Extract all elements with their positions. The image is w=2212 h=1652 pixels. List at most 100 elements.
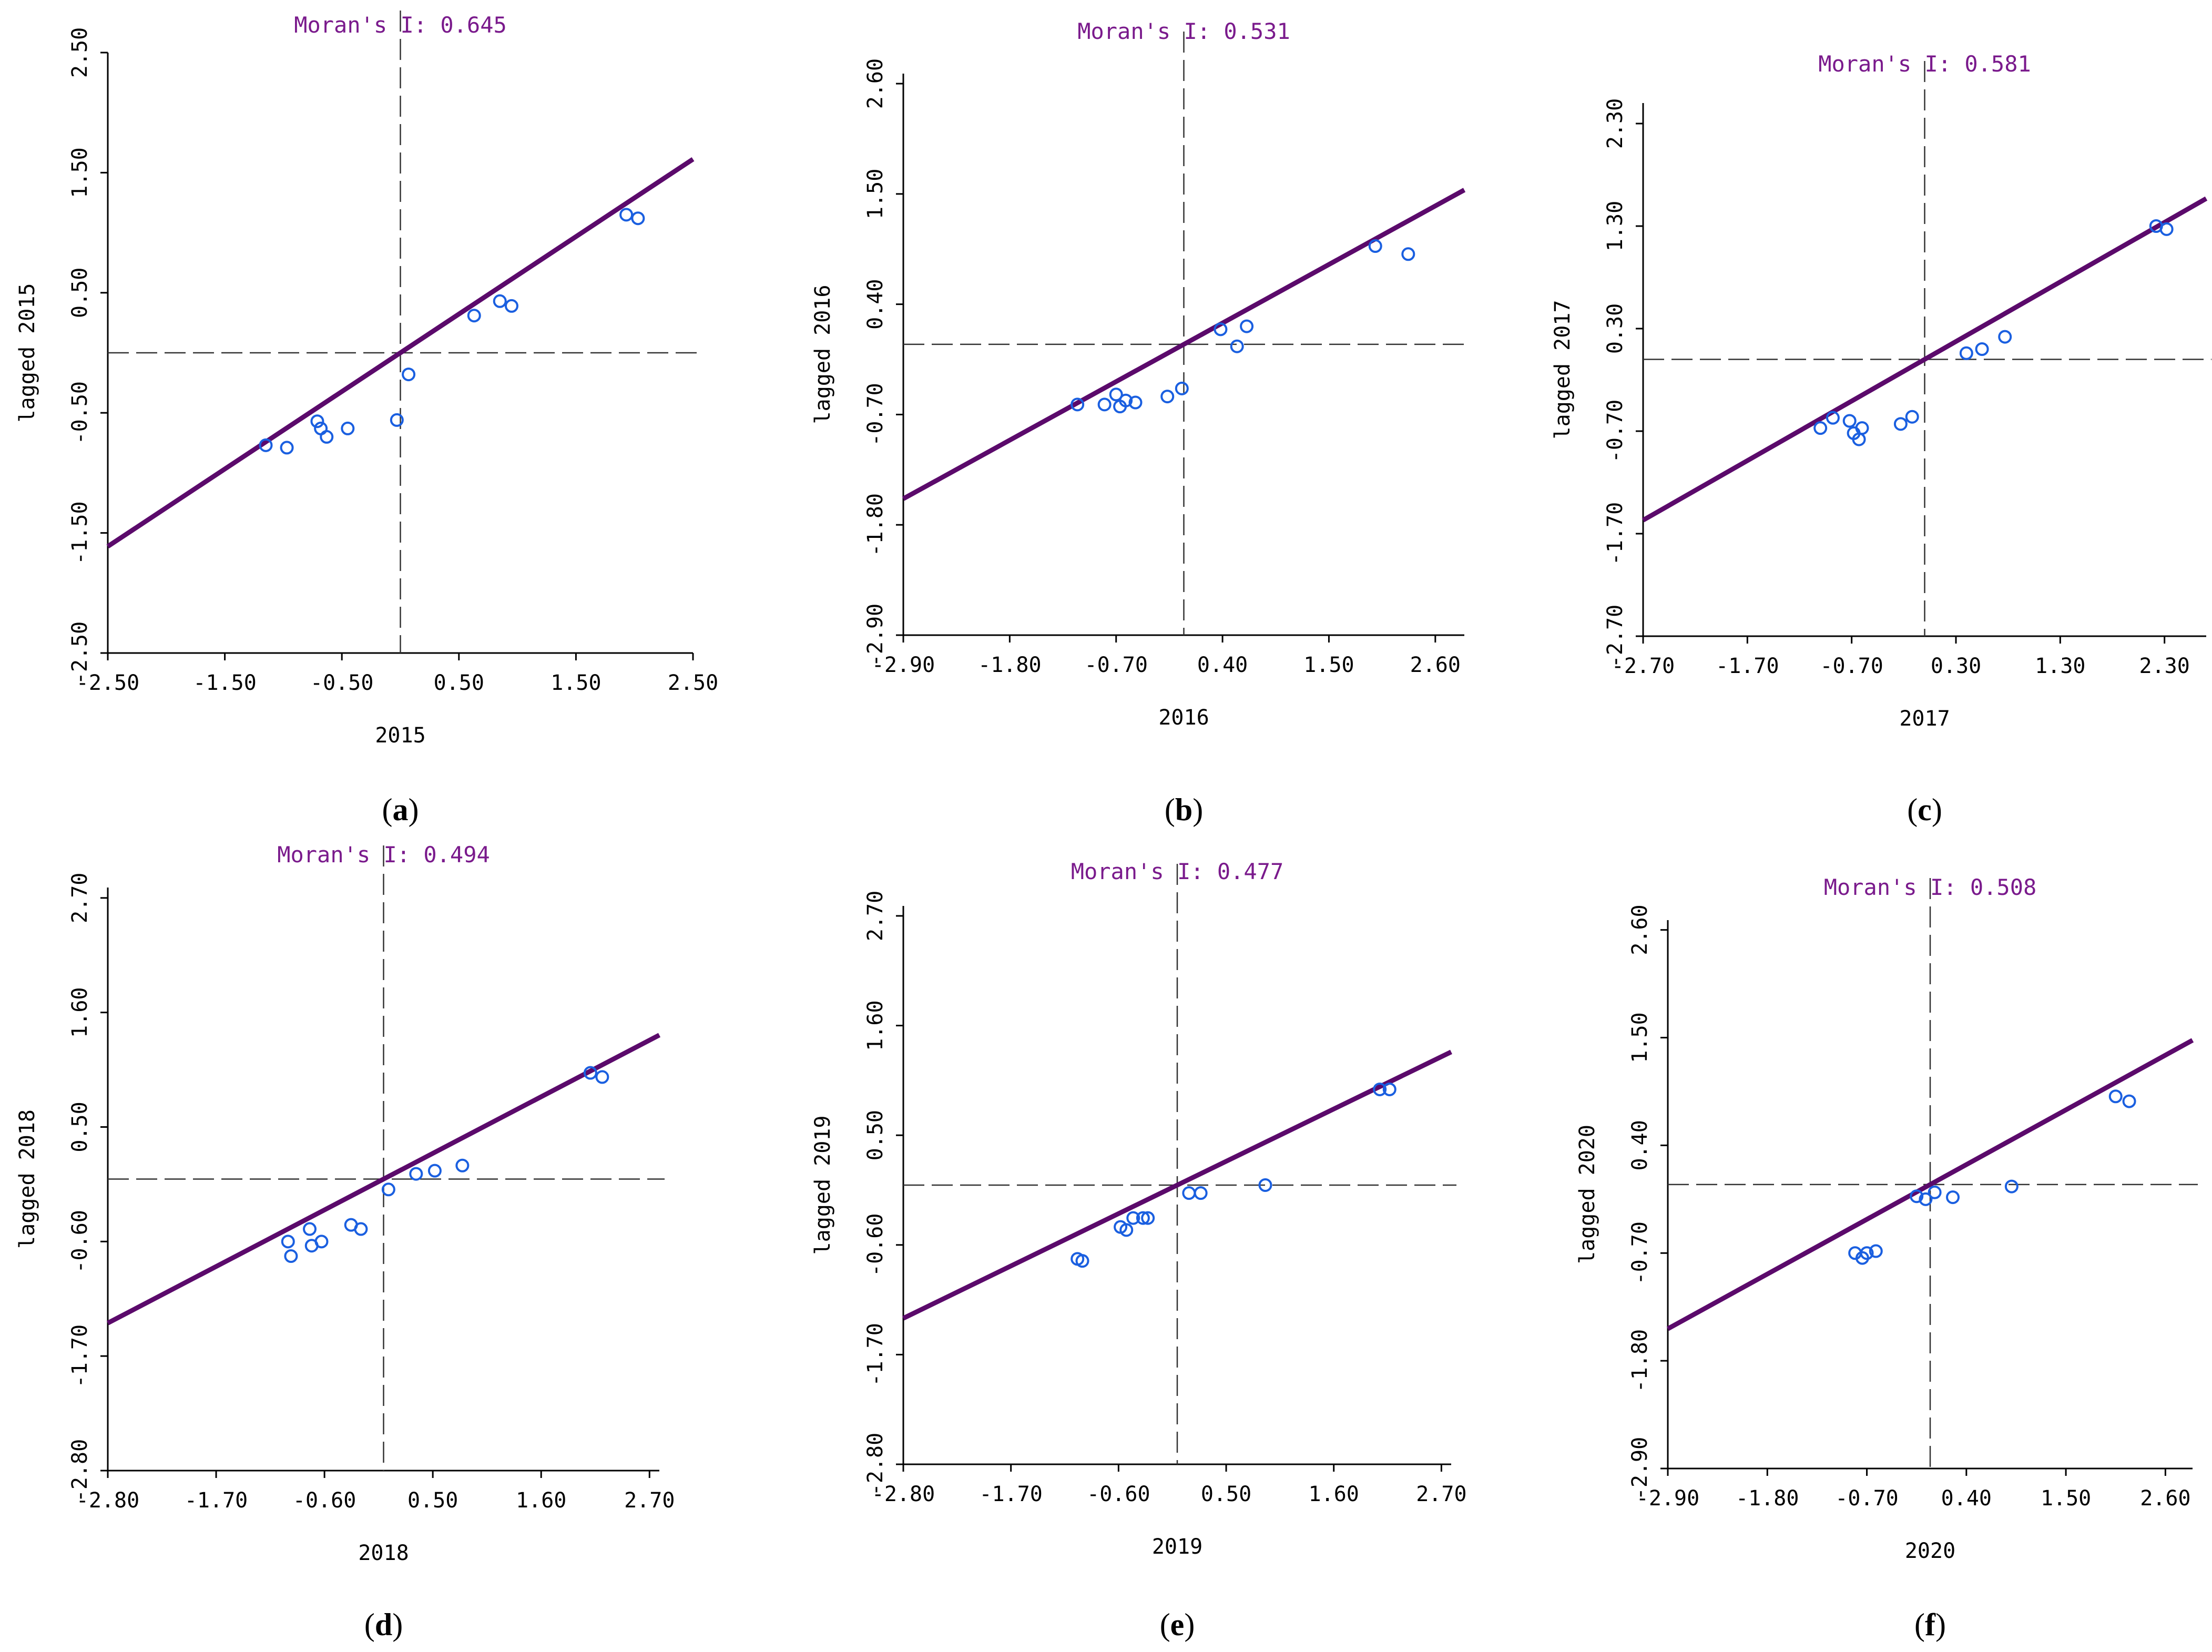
data-point bbox=[455, 1158, 470, 1172]
data-point bbox=[1826, 411, 1840, 425]
x-tick-label: 2.60 bbox=[2140, 1486, 2190, 1511]
data-point bbox=[1893, 417, 1908, 431]
x-tick-label: -0.70 bbox=[1820, 654, 1883, 678]
data-point bbox=[1919, 1192, 1933, 1206]
y-tick-label: -0.70 bbox=[863, 383, 888, 446]
panel-paren: ) bbox=[392, 1607, 403, 1642]
x-tick-label: -1.80 bbox=[978, 653, 1041, 677]
y-axis-label: lagged 2020 bbox=[1575, 1125, 1599, 1264]
y-tick-label: 2.60 bbox=[863, 58, 888, 109]
x-tick-label: 1.60 bbox=[516, 1488, 566, 1513]
y-tick-label: 0.40 bbox=[863, 279, 888, 329]
y-tick-label: 2.50 bbox=[68, 27, 92, 78]
y-axis-label: lagged 2018 bbox=[15, 1109, 39, 1249]
x-tick-label: 1.30 bbox=[2035, 654, 2085, 678]
data-point bbox=[310, 414, 324, 429]
panel-letter: b bbox=[1175, 792, 1192, 827]
data-point bbox=[1128, 395, 1143, 410]
data-point bbox=[409, 1167, 423, 1181]
data-point bbox=[1373, 1082, 1387, 1096]
y-tick-label: 1.60 bbox=[68, 987, 92, 1037]
data-point bbox=[1230, 339, 1244, 353]
panel-label: (b) bbox=[1165, 792, 1203, 827]
x-tick-label: 1.50 bbox=[1303, 653, 1354, 677]
y-tick-label: 0.50 bbox=[68, 1102, 92, 1152]
data-point bbox=[280, 441, 294, 455]
x-tick-label: -1.80 bbox=[1736, 1486, 1799, 1511]
y-tick-label: 2.70 bbox=[68, 873, 92, 923]
y-tick-label: 1.50 bbox=[863, 169, 888, 219]
regression-line bbox=[1642, 196, 2208, 523]
data-point bbox=[2159, 222, 2174, 236]
y-tick-label: 0.50 bbox=[863, 1110, 888, 1160]
x-tick-label: 0.30 bbox=[1931, 654, 1981, 678]
y-tick-label: 2.70 bbox=[863, 891, 888, 941]
data-point bbox=[1869, 1244, 1883, 1258]
chart-panel-a: Moran's I: 0.645-2.50 -1.50 -0.50 0.50 1.50 2… bbox=[15, 11, 718, 827]
data-point bbox=[1813, 421, 1828, 435]
data-point bbox=[1905, 410, 1919, 424]
x-tick-label: 2.60 bbox=[1410, 653, 1461, 677]
regression-line bbox=[106, 157, 695, 549]
data-point bbox=[1860, 1246, 1874, 1260]
data-point bbox=[402, 368, 416, 382]
x-tick-label: -1.70 bbox=[979, 1482, 1042, 1506]
x-tick-label: 1.60 bbox=[1309, 1482, 1359, 1506]
chart-panel-d: Moran's I: 0.494-2.80 -1.70 -0.60 0.50 1.60 2… bbox=[15, 842, 675, 1642]
y-tick-label: -1.70 bbox=[1603, 502, 1627, 565]
x-axis-label: 2015 bbox=[375, 723, 425, 748]
data-point bbox=[1194, 1186, 1208, 1200]
x-tick-label: -0.70 bbox=[1835, 1486, 1898, 1511]
panel-paren: ) bbox=[1935, 1607, 1946, 1642]
y-axis-label: lagged 2016 bbox=[811, 285, 835, 424]
data-point bbox=[1258, 1178, 1272, 1192]
data-point bbox=[427, 1164, 442, 1178]
data-point bbox=[1910, 1189, 1924, 1204]
y-tick-label: -0.60 bbox=[68, 1210, 92, 1273]
y-tick-label: 2.60 bbox=[1628, 904, 1652, 955]
data-point bbox=[595, 1070, 609, 1084]
data-point bbox=[493, 294, 507, 308]
y-tick-label: -2.90 bbox=[1628, 1437, 1652, 1500]
x-tick-label: -0.50 bbox=[310, 671, 373, 695]
x-tick-label: 2.70 bbox=[624, 1488, 675, 1513]
x-tick-label: 0.40 bbox=[1197, 653, 1248, 677]
x-tick-label: 2.70 bbox=[1416, 1482, 1466, 1506]
data-point bbox=[381, 1182, 395, 1197]
data-point bbox=[341, 421, 355, 435]
panel-label: (e) bbox=[1160, 1607, 1195, 1642]
y-tick-label: -1.50 bbox=[68, 501, 92, 564]
y-tick-label: -1.70 bbox=[863, 1323, 888, 1386]
data-point bbox=[1126, 1211, 1140, 1225]
data-point bbox=[619, 208, 634, 222]
data-point bbox=[281, 1235, 295, 1249]
y-tick-label: -1.70 bbox=[68, 1324, 92, 1388]
data-point bbox=[314, 421, 328, 435]
x-tick-label: -0.60 bbox=[1087, 1482, 1150, 1506]
regression-line bbox=[1666, 1038, 2194, 1331]
data-point bbox=[1998, 330, 2012, 344]
data-point bbox=[1109, 387, 1123, 402]
panel-label: (d) bbox=[364, 1607, 403, 1642]
data-point bbox=[1855, 421, 1869, 435]
x-axis-label: 2016 bbox=[1158, 706, 1209, 730]
y-tick-label: -0.50 bbox=[68, 381, 92, 444]
x-tick-label: 0.50 bbox=[407, 1488, 458, 1513]
x-axis-label: 2020 bbox=[1905, 1539, 1955, 1563]
data-point bbox=[1075, 1254, 1089, 1268]
y-tick-label: -0.70 bbox=[1603, 400, 1627, 463]
x-axis-label: 2019 bbox=[1152, 1535, 1202, 1559]
data-point bbox=[1097, 397, 1112, 412]
data-point bbox=[1071, 397, 1085, 412]
data-point bbox=[1382, 1082, 1396, 1096]
panel-paren: ( bbox=[364, 1607, 375, 1642]
data-point bbox=[1842, 414, 1857, 428]
data-point bbox=[504, 299, 518, 313]
panel-letter: c bbox=[1918, 792, 1932, 827]
x-tick-label: -1.70 bbox=[185, 1488, 248, 1513]
panel-paren: ( bbox=[1914, 1607, 1925, 1642]
data-point bbox=[2122, 1094, 2136, 1108]
data-point bbox=[1959, 346, 1973, 360]
x-tick-label: -1.70 bbox=[1716, 654, 1779, 678]
